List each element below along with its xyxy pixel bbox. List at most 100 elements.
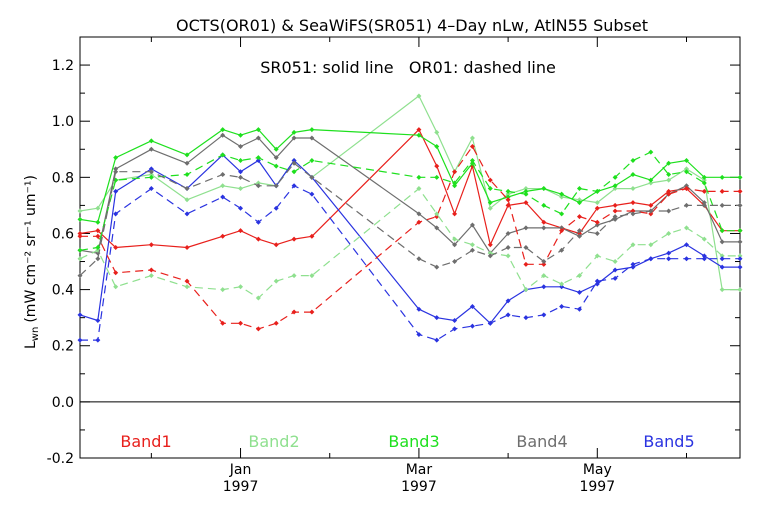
data-point-band3-solid [487, 200, 493, 206]
data-point-band2-dashed [594, 253, 600, 259]
data-point-band1-dashed [309, 309, 315, 315]
data-point-band1-solid [452, 211, 458, 217]
data-point-band1-solid [630, 200, 636, 206]
data-point-band2-dashed [701, 236, 707, 242]
data-point-band4-solid [541, 225, 547, 231]
data-point-band2-dashed [630, 242, 636, 248]
data-point-band2-solid [77, 208, 83, 214]
data-point-band5-dashed [648, 256, 654, 262]
x-tick-label-month: Mar [406, 462, 433, 478]
data-point-band3-solid [148, 138, 154, 144]
data-point-band1-solid [541, 219, 547, 225]
data-point-band3-dashed [523, 191, 529, 197]
data-point-band3-solid [452, 183, 458, 189]
data-point-band2-dashed [255, 295, 261, 301]
data-point-band3-solid [559, 191, 565, 197]
x-tick-label-year: 1997 [223, 479, 259, 495]
data-point-band1-solid [434, 163, 440, 169]
data-point-band1-solid [273, 242, 279, 248]
data-point-band4-dashed [505, 245, 511, 250]
data-point-band2-dashed [487, 250, 493, 256]
data-point-band1-dashed [77, 233, 83, 239]
data-point-band3-solid [648, 177, 654, 183]
data-point-band5-dashed [291, 183, 297, 189]
data-point-band1-dashed [594, 219, 600, 225]
data-point-band3-dashed [576, 186, 582, 192]
series-line-band2-dashed [79, 188, 740, 299]
data-point-band2-solid [612, 186, 618, 192]
chart-title: OCTS(OR01) & SeaWiFS(SR051) 4–Day nLw, A… [176, 16, 648, 35]
data-point-band3-dashed [487, 186, 493, 192]
data-point-band1-dashed [416, 219, 422, 225]
data-point-band4-solid [434, 225, 440, 231]
data-point-band4-dashed [576, 228, 582, 234]
data-point-band2-solid [719, 287, 725, 293]
data-point-band4-solid [273, 155, 279, 161]
data-point-band4-dashed [559, 247, 565, 253]
data-point-band4-dashed [452, 259, 458, 265]
data-point-band5-solid [291, 157, 297, 163]
data-point-band4-solid [309, 135, 315, 141]
data-point-band2-solid [701, 177, 707, 183]
data-point-band5-dashed [612, 275, 618, 281]
data-point-band3-solid [541, 186, 547, 192]
data-point-band4-solid [238, 143, 244, 149]
chart-subtitle: SR051: solid line OR01: dashed line [260, 58, 556, 77]
data-point-band2-solid [148, 172, 154, 178]
data-point-band5-dashed [113, 211, 119, 217]
data-point-band4-solid [113, 166, 119, 172]
data-point-band5-dashed [505, 312, 511, 318]
data-point-band5-dashed [416, 332, 422, 338]
data-point-band3-solid [184, 152, 190, 158]
data-point-band5-solid [701, 253, 707, 259]
data-point-band1-dashed [220, 320, 226, 326]
data-point-band1-solid [113, 245, 119, 250]
data-point-band2-dashed [309, 273, 315, 279]
data-point-band5-solid [113, 188, 119, 194]
data-point-band2-dashed [737, 253, 743, 259]
data-point-band1-dashed [469, 143, 475, 149]
y-tick-label: 0.4 [52, 283, 74, 299]
data-point-band4-dashed [95, 256, 101, 262]
x-tick-label-month: Jan [229, 462, 252, 478]
data-point-band1-dashed [148, 267, 154, 273]
data-point-band5-dashed [559, 303, 565, 309]
data-point-band1-dashed [434, 214, 440, 220]
series-line-band4-dashed [79, 162, 740, 277]
data-point-band4-dashed [273, 183, 279, 189]
data-point-band1-dashed [113, 270, 119, 276]
data-point-band1-solid [523, 200, 529, 206]
data-point-band3-solid [220, 127, 226, 133]
data-point-band4-dashed [666, 208, 672, 214]
data-point-band1-dashed [683, 186, 689, 192]
data-point-band1-solid [255, 236, 261, 242]
data-point-band5-dashed [184, 211, 190, 217]
data-point-band5-dashed [434, 337, 440, 343]
y-tick-label: 0.6 [52, 226, 74, 242]
data-point-band2-dashed [469, 242, 475, 248]
data-point-band4-dashed [148, 169, 154, 175]
data-point-band4-solid [291, 135, 297, 141]
data-point-band5-dashed [469, 323, 475, 329]
data-point-band4-solid [469, 222, 475, 228]
data-point-band1-solid [648, 202, 654, 208]
series-line-band5-solid [79, 154, 740, 324]
data-point-band2-solid [505, 191, 511, 197]
data-point-band3-dashed [701, 180, 707, 186]
data-point-band4-dashed [719, 202, 725, 208]
data-point-band3-solid [701, 174, 707, 180]
legend-label-band5: Band5 [643, 432, 694, 451]
data-point-band1-dashed [95, 233, 101, 239]
data-point-band5-dashed [238, 205, 244, 211]
data-point-band3-solid [612, 183, 618, 189]
data-point-band1-solid [416, 127, 422, 133]
data-point-band4-dashed [701, 202, 707, 208]
data-point-band3-solid [630, 172, 636, 178]
data-point-band1-dashed [576, 214, 582, 220]
data-point-band4-dashed [220, 172, 226, 178]
y-axis-label: Lwn (mW cm⁻² sr⁻¹ um⁻¹) [23, 175, 41, 349]
y-tick-label: 1.0 [52, 114, 74, 130]
data-point-band5-solid [612, 267, 618, 273]
data-point-band2-solid [434, 129, 440, 135]
